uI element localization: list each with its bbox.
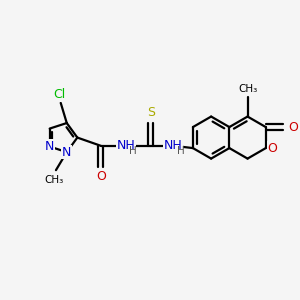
Text: O: O (268, 142, 278, 154)
Text: CH₃: CH₃ (238, 84, 257, 94)
Text: NH: NH (164, 139, 183, 152)
Text: H: H (129, 146, 137, 156)
Text: N: N (62, 146, 71, 159)
Text: O: O (288, 121, 298, 134)
Text: Cl: Cl (54, 88, 66, 101)
Text: N: N (45, 140, 54, 153)
Text: CH₃: CH₃ (44, 175, 64, 185)
Text: H: H (177, 146, 185, 156)
Text: NH: NH (116, 139, 135, 152)
Text: O: O (96, 170, 106, 183)
Text: S: S (147, 106, 155, 119)
